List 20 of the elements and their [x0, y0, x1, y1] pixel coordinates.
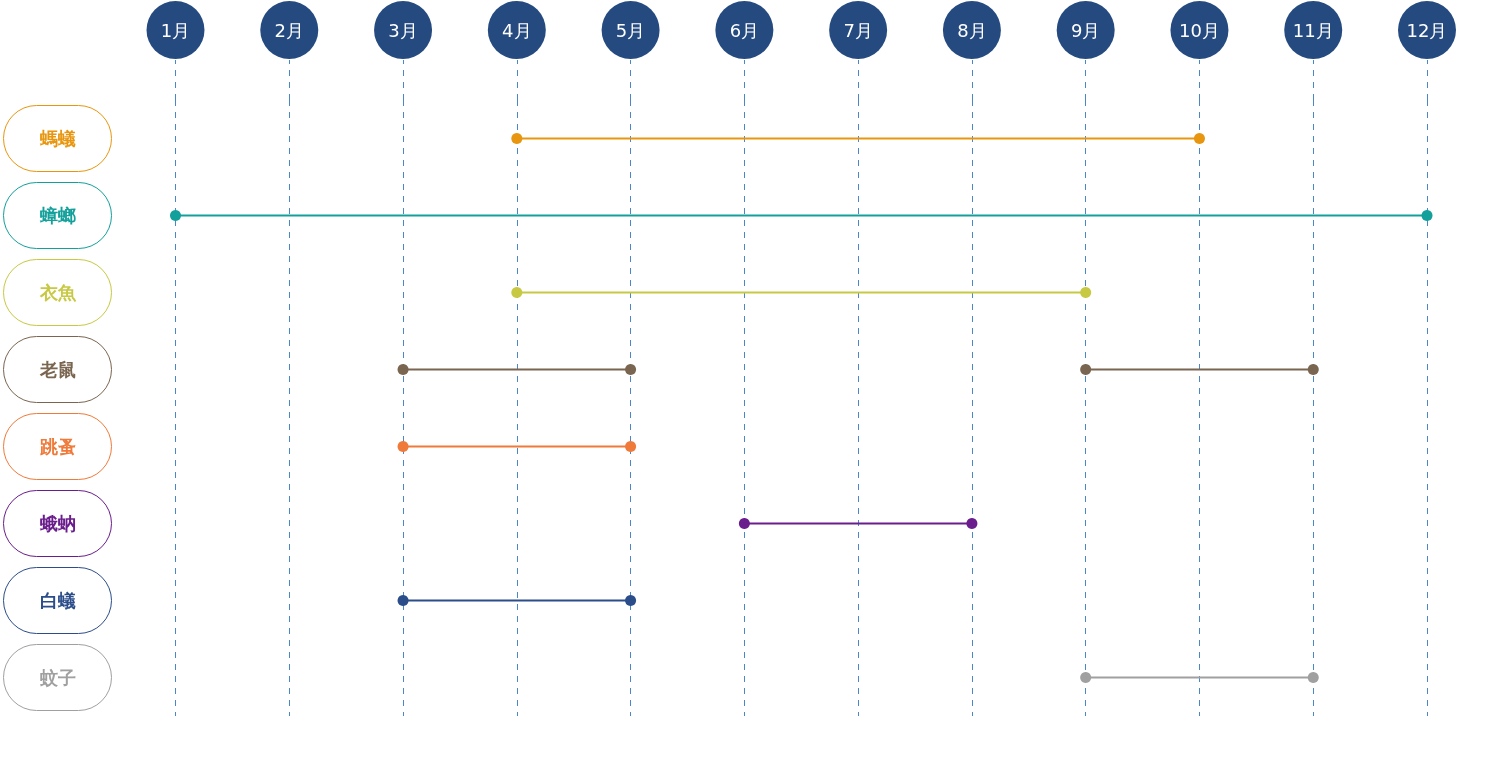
x-tick-label: 9月 [1070, 19, 1101, 41]
x-tick-label: 7月 [843, 19, 873, 41]
x-tick-label: 1月 [160, 19, 191, 41]
x-tick-label: 6月 [729, 19, 760, 41]
x-tick-label: 3月 [388, 19, 418, 41]
x-tick-label: 2月 [274, 19, 304, 41]
x-tick-label: 10月 [1179, 19, 1220, 41]
y-tick-label: 蚊子 [38, 667, 76, 688]
y-tick-label: 白蟻 [39, 590, 76, 611]
x-tick-label: 4月 [502, 19, 532, 41]
x-tick-label: 5月 [615, 19, 646, 41]
y-tick-label: 衣魚 [38, 282, 77, 303]
y-tick-label: 老鼠 [38, 359, 76, 380]
y-tick-label: 螞蟻 [38, 128, 76, 149]
x-tick-label: 12月 [1406, 19, 1448, 41]
y-tick-label: 跳蚤 [38, 436, 76, 457]
x-tick-label: 11月 [1292, 19, 1334, 41]
x-tick-label: 8月 [957, 19, 987, 41]
y-tick-label: 蛾蚋 [38, 513, 76, 534]
y-tick-label: 蟑螂 [38, 205, 76, 226]
